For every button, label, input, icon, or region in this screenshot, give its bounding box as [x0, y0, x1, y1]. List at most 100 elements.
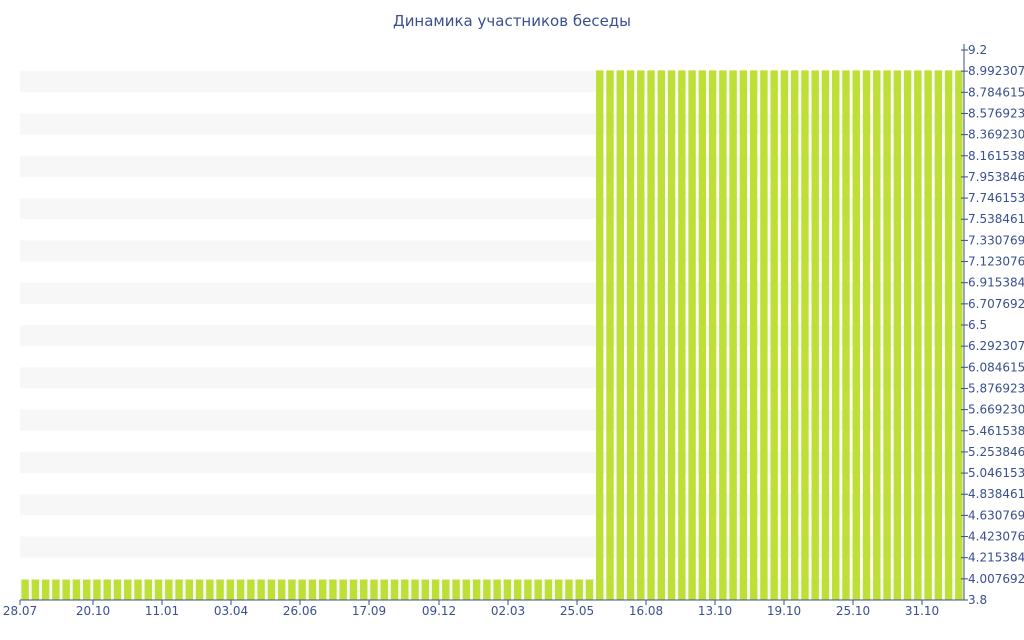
y-tick-label: 7.953846	[968, 170, 1024, 184]
y-axis: 3.8 4.007692 4.215384 4.423076 4.630769 4.838…	[961, 43, 1024, 607]
bar	[616, 70, 624, 601]
bar	[431, 579, 440, 600]
bar	[770, 70, 778, 601]
bar	[421, 579, 429, 600]
y-tick-label: 7.538461	[968, 212, 1024, 226]
y-tick-label: 6.084615	[968, 360, 1024, 374]
x-tick-label: 26.06	[283, 604, 317, 618]
x-tick-label: 25.10	[836, 604, 870, 618]
bar	[811, 70, 819, 601]
bar	[267, 579, 276, 600]
grid-band	[20, 113, 964, 135]
bar	[637, 70, 645, 601]
bar	[72, 579, 81, 600]
bar	[175, 579, 183, 600]
y-tick-label: 8.161538	[968, 149, 1024, 163]
bar	[667, 70, 676, 601]
y-tick-label: 9.2	[968, 43, 987, 57]
bar	[708, 70, 717, 601]
bar	[236, 579, 245, 600]
bar	[319, 579, 327, 600]
bar	[298, 579, 306, 600]
y-tick-label: 6.915384	[968, 276, 1024, 290]
bar	[852, 70, 860, 601]
bar	[442, 579, 450, 600]
bar	[596, 70, 604, 601]
x-tick-label: 31.10	[905, 604, 939, 618]
y-tick-label: 7.746153	[968, 191, 1024, 205]
bar	[380, 579, 388, 600]
bar	[739, 70, 748, 601]
y-tick-label: 5.461538	[968, 424, 1024, 438]
bar-series	[21, 70, 963, 601]
bar	[883, 70, 891, 601]
bar	[83, 579, 91, 600]
bar	[206, 579, 214, 600]
bar	[277, 579, 286, 600]
grid-band	[20, 155, 964, 177]
bar	[791, 70, 799, 601]
bar	[103, 579, 111, 600]
bar	[308, 579, 317, 600]
bar	[390, 579, 399, 600]
bar	[524, 579, 532, 600]
x-tick-label: 16.08	[629, 604, 663, 618]
y-tick-label: 6.292307	[968, 339, 1024, 353]
bar	[565, 579, 573, 600]
bar	[472, 579, 481, 600]
x-tick-label: 09.12	[422, 604, 456, 618]
x-tick-label: 11.01	[145, 604, 179, 618]
bar	[401, 579, 409, 600]
bar	[832, 70, 840, 601]
grid-band	[20, 367, 964, 389]
grid-band	[20, 451, 964, 474]
bar	[185, 579, 193, 600]
bar	[914, 70, 922, 601]
y-tick-label: 7.330769	[968, 233, 1024, 247]
bar	[513, 579, 522, 600]
grid-band	[20, 282, 964, 304]
y-tick-label: 8.784615	[968, 85, 1024, 99]
bar	[216, 579, 224, 600]
bar	[144, 579, 152, 600]
bar	[903, 70, 912, 601]
chart-title: Динамика участников беседы	[392, 12, 632, 30]
bar	[575, 579, 583, 600]
bar	[678, 70, 686, 601]
y-tick-label: 5.876923	[968, 381, 1024, 395]
bar	[288, 579, 296, 600]
y-tick-label: 6.707692	[968, 297, 1024, 311]
bar	[41, 579, 50, 600]
bar	[52, 579, 60, 600]
bar	[657, 70, 665, 601]
bar	[62, 579, 70, 600]
y-tick-label: 4.007692	[968, 572, 1024, 586]
bar	[483, 579, 491, 600]
bar	[226, 579, 235, 600]
bar	[154, 579, 163, 600]
bar	[749, 70, 758, 601]
bar	[606, 70, 614, 601]
x-tick-label: 02.03	[491, 604, 525, 618]
bar	[452, 579, 460, 600]
bar	[924, 70, 932, 601]
x-tick-label: 19.10	[767, 604, 801, 618]
grid-band	[20, 578, 964, 600]
x-tick-label: 20.10	[76, 604, 110, 618]
grid-bands	[20, 71, 964, 600]
bar	[698, 70, 707, 601]
bar	[462, 579, 471, 600]
x-tick-label: 28.07	[3, 604, 37, 618]
y-tick-label: 6.5	[968, 318, 987, 332]
y-tick-label: 5.046153	[968, 466, 1024, 480]
grid-band	[20, 325, 964, 347]
y-tick-label: 4.423076	[968, 530, 1024, 544]
bar	[873, 70, 881, 601]
bar	[503, 579, 512, 600]
y-tick-label: 7.123076	[968, 255, 1024, 269]
bar	[555, 579, 563, 600]
bar	[349, 579, 358, 600]
bar	[944, 70, 953, 601]
bar	[534, 579, 542, 600]
bar	[93, 579, 101, 600]
